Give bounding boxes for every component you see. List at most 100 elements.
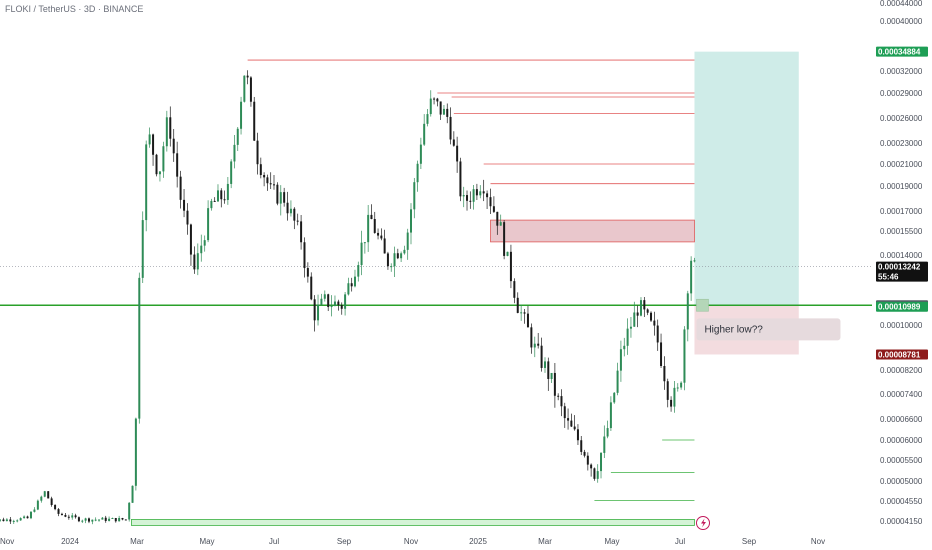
candle-body: [240, 101, 243, 129]
y-tick-label: 0.00015500: [880, 227, 923, 236]
candle-body: [350, 283, 353, 287]
candle-body: [253, 101, 256, 141]
candle-body: [94, 519, 97, 521]
y-tick-label: 0.00029000: [880, 89, 923, 98]
candle-body: [276, 184, 279, 204]
candle-body: [64, 514, 67, 517]
candle-body: [633, 312, 636, 327]
candle-body: [383, 238, 386, 254]
candle-body: [456, 145, 459, 162]
candle-body: [396, 253, 399, 259]
candle-body: [289, 208, 292, 214]
candle-body: [303, 242, 306, 269]
candle-body: [74, 515, 77, 518]
candle-body: [344, 294, 347, 309]
candle-body: [492, 206, 495, 212]
candle-body: [230, 161, 233, 184]
candle-body: [40, 496, 43, 501]
candle-body: [36, 500, 39, 510]
x-tick-label: Nov: [404, 537, 418, 546]
x-tick-label: Mar: [130, 537, 144, 546]
candle-body: [155, 154, 158, 175]
candle-body: [462, 195, 465, 197]
y-tick-label: 0.00006000: [880, 436, 923, 445]
candle-body: [162, 146, 165, 172]
candle-body: [406, 232, 409, 250]
candle-body: [400, 253, 403, 259]
candle-body: [626, 328, 629, 346]
y-tick-label: 0.00023000: [880, 139, 923, 148]
candle-body: [57, 509, 60, 514]
price-tag-countdown: 55:46: [878, 273, 899, 282]
candle-body: [475, 189, 478, 196]
x-tick-label: 2024: [61, 537, 79, 546]
candle-body: [200, 245, 203, 254]
candle-body: [567, 418, 570, 421]
price-tag-label: 0.00034884: [878, 48, 921, 57]
candle-body: [472, 189, 475, 202]
candle-body: [223, 199, 226, 201]
candle-body: [19, 518, 22, 521]
candle-body: [580, 440, 583, 452]
candle-body: [393, 253, 396, 267]
zones-layer: [131, 51, 799, 526]
candle-body: [583, 451, 586, 456]
demand-zone: [131, 519, 695, 526]
candle-body: [540, 345, 543, 368]
candle-body: [213, 200, 216, 202]
candle-body: [509, 251, 512, 282]
candle-body: [416, 163, 419, 183]
candle-body: [603, 436, 606, 453]
x-tick-label: Nov: [0, 537, 14, 546]
candle-body: [410, 209, 412, 233]
candle-body: [286, 202, 289, 214]
y-tick-label: 0.00032000: [880, 67, 923, 76]
candle-body: [179, 176, 182, 200]
candle-body: [158, 171, 161, 175]
candle-body: [207, 208, 210, 241]
candle-body: [370, 214, 373, 219]
candle-body: [226, 183, 229, 200]
candle-body: [330, 305, 333, 308]
candle-body: [433, 98, 436, 100]
y-tick-label: 0.00019000: [880, 182, 923, 191]
candle-body: [660, 342, 663, 366]
candle-body: [486, 193, 489, 198]
candle-body: [296, 220, 299, 222]
candle-body: [138, 277, 141, 419]
candle-body: [148, 134, 151, 145]
price-tag-box: [876, 46, 928, 57]
candle-body: [606, 428, 609, 437]
candle-body: [526, 313, 529, 328]
candle-body: [233, 144, 236, 162]
candle-body: [523, 312, 526, 314]
candle-body: [593, 468, 596, 479]
candle-body: [482, 191, 485, 194]
candle-body: [300, 221, 303, 243]
candle-body: [479, 191, 482, 196]
candle-body: [520, 312, 523, 314]
candle-body: [279, 192, 282, 204]
candle-body: [246, 75, 249, 78]
candle-body: [220, 190, 223, 200]
candle-body: [111, 518, 114, 520]
x-tick-label: May: [604, 537, 619, 546]
price-tag-box: [876, 349, 928, 360]
candle-body: [249, 77, 252, 102]
candle-body: [43, 491, 46, 497]
annotation-box: [696, 318, 841, 341]
candle-body: [77, 517, 80, 522]
candle-body: [600, 452, 603, 472]
y-tick-label: 0.00004550: [880, 497, 923, 506]
candle-body: [609, 402, 612, 429]
candle-body: [114, 518, 117, 522]
candle-body: [266, 177, 269, 184]
candle-body: [323, 294, 326, 299]
candle-body: [533, 343, 536, 348]
candle-body: [643, 300, 646, 310]
candle-body: [530, 327, 533, 348]
replay-lightning-icon[interactable]: [696, 516, 710, 530]
candle-body: [9, 519, 12, 522]
